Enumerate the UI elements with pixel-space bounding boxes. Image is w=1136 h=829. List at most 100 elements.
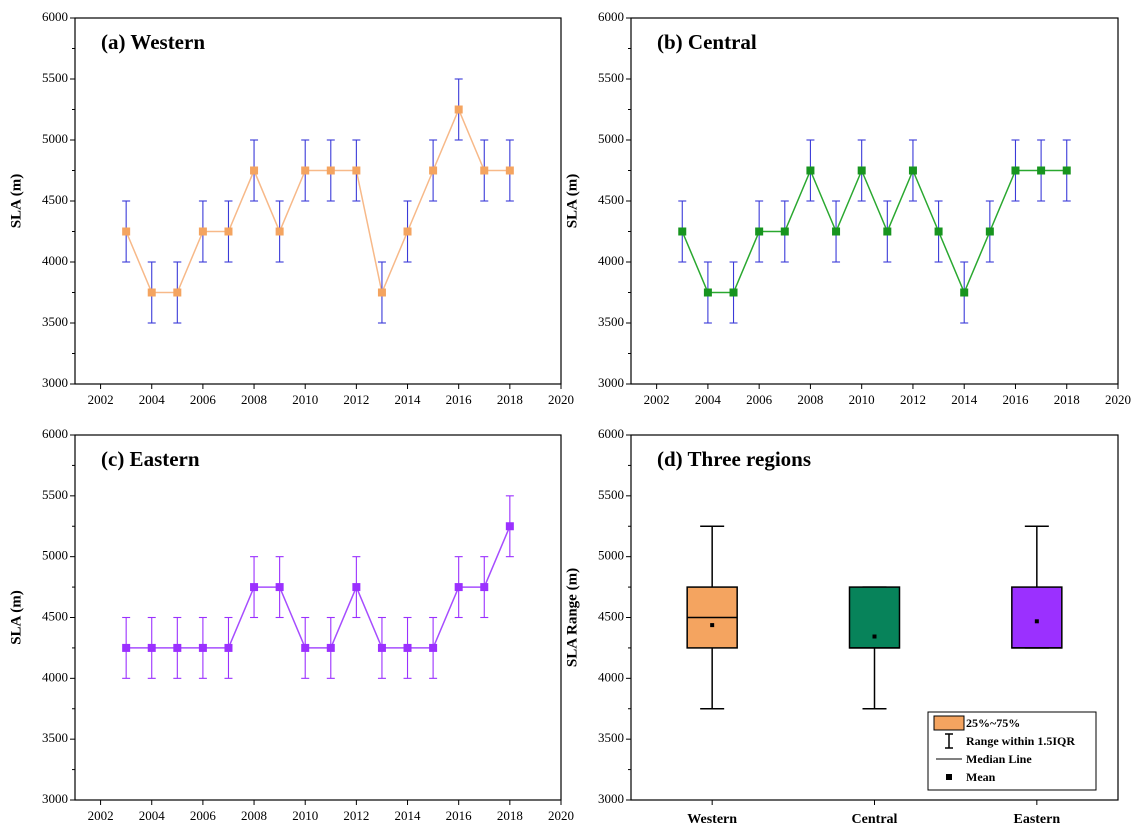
x-tick-label: 2010 <box>292 392 318 407</box>
data-point <box>934 227 943 236</box>
legend-label: Mean <box>966 770 996 784</box>
data-point <box>352 166 361 175</box>
x-tick-label: Central <box>852 812 898 827</box>
panel: 3000 3500 4000 4500 5000 5500 6000 SLA (m) (a) W… <box>8 9 574 407</box>
x-tick-label: 2002 <box>88 392 114 407</box>
y-tick-label: 3500 <box>598 730 624 745</box>
data-point <box>832 227 841 236</box>
legend-label: Median Line <box>966 752 1032 766</box>
y-tick-label: 4000 <box>598 253 624 268</box>
data-point <box>1011 166 1020 175</box>
data-point <box>122 643 131 652</box>
x-tick-label: 2002 <box>88 808 114 823</box>
data-point <box>755 227 764 236</box>
data-point <box>122 227 131 236</box>
x-tick-label: 2020 <box>1105 392 1131 407</box>
panel-title: (c) Eastern <box>101 447 200 471</box>
x-tick-label: 2014 <box>951 392 978 407</box>
data-point <box>301 166 310 175</box>
legend-symbol <box>946 774 952 780</box>
data-point <box>678 227 687 236</box>
box <box>1011 586 1063 649</box>
y-tick-label: 4000 <box>42 669 68 684</box>
data-point <box>703 288 712 297</box>
x-tick-label: 2018 <box>1054 392 1080 407</box>
y-tick-label: 4500 <box>598 192 624 207</box>
x-tick-label: 2004 <box>695 392 722 407</box>
y-tick-label: 3000 <box>42 791 68 806</box>
data-point <box>454 583 463 592</box>
data-point <box>480 166 489 175</box>
y-axis-label: SLA Range (m) <box>564 568 580 667</box>
y-axis-label: SLA (m) <box>8 590 24 645</box>
y-tick-label: 5000 <box>42 548 68 563</box>
y-axis-label: SLA (m) <box>8 174 24 229</box>
data-point <box>857 166 866 175</box>
x-tick-label: 2016 <box>1002 392 1029 407</box>
x-tick-label: 2018 <box>497 808 523 823</box>
x-tick-label: 2008 <box>241 392 267 407</box>
data-point <box>275 583 284 592</box>
x-tick-label: 2020 <box>548 392 574 407</box>
panel: 3000 3500 4000 4500 5000 5500 6000 SLA Range (m… <box>564 426 1119 827</box>
y-tick-label: 5000 <box>598 548 624 563</box>
data-point <box>1062 166 1071 175</box>
y-tick-label: 5500 <box>598 487 624 502</box>
x-tick-label: 2016 <box>446 808 473 823</box>
data-point <box>147 643 156 652</box>
data-point <box>480 583 489 592</box>
data-point <box>326 643 335 652</box>
box <box>848 586 901 649</box>
y-tick-label: 4500 <box>598 608 624 623</box>
x-tick-label: 2016 <box>446 392 473 407</box>
x-tick-label: 2008 <box>241 808 267 823</box>
y-tick-label: 6000 <box>42 9 68 24</box>
data-point <box>505 522 514 531</box>
legend: 25%~75% Range within 1.5IQR Median Line Mea… <box>927 711 1097 791</box>
data-point <box>960 288 969 297</box>
x-tick-label: 2006 <box>746 392 773 407</box>
panel: 3000 3500 4000 4500 5000 5500 6000 SLA (m) (b) C… <box>564 9 1131 407</box>
x-tick-label: 2008 <box>797 392 823 407</box>
legend-swatch <box>933 715 965 731</box>
data-point <box>250 166 259 175</box>
data-point <box>429 166 438 175</box>
data-point <box>806 166 815 175</box>
data-point <box>352 583 361 592</box>
x-tick-label: 2014 <box>395 808 422 823</box>
x-tick-label: 2014 <box>395 392 422 407</box>
mean-marker <box>872 634 877 639</box>
y-tick-label: 5500 <box>42 487 68 502</box>
data-point <box>429 643 438 652</box>
data-point <box>173 643 182 652</box>
x-tick-label: 2012 <box>900 392 926 407</box>
y-tick-label: 5000 <box>42 131 68 146</box>
mean-marker <box>1034 619 1039 624</box>
y-tick-label: 3500 <box>42 314 68 329</box>
x-tick-label: 2004 <box>139 808 166 823</box>
data-point <box>780 227 789 236</box>
series-line <box>126 525 511 649</box>
y-tick-label: 3000 <box>598 375 624 390</box>
data-point <box>505 166 514 175</box>
x-tick-label: 2006 <box>190 808 217 823</box>
data-point <box>224 643 233 652</box>
x-tick-label: 2010 <box>292 808 318 823</box>
data-point <box>908 166 917 175</box>
data-point <box>198 227 207 236</box>
y-tick-label: 5000 <box>598 131 624 146</box>
mean-marker <box>710 623 715 628</box>
series-line <box>125 107 510 296</box>
data-point <box>403 227 412 236</box>
data-point <box>224 227 233 236</box>
series-line <box>681 168 1067 295</box>
x-tick-label: 2010 <box>849 392 875 407</box>
panel-title: (a) Western <box>101 30 205 54</box>
panel-title: (d) Three regions <box>657 447 811 471</box>
x-tick-label: 2002 <box>644 392 670 407</box>
data-point <box>985 227 994 236</box>
data-point <box>454 105 463 114</box>
data-point <box>403 643 412 652</box>
x-tick-label: 2012 <box>343 808 369 823</box>
y-tick-label: 6000 <box>598 9 624 24</box>
